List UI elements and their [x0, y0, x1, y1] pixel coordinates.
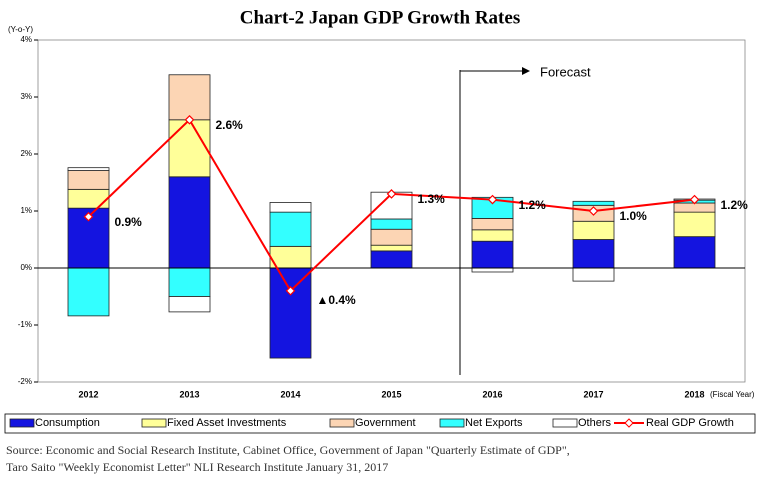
bar-segment: [370, 218, 413, 230]
legend-swatch: [552, 418, 578, 428]
bar-segment: [471, 218, 514, 231]
y-tick-label: 2%: [20, 149, 32, 158]
y-tick-label: 0%: [20, 263, 32, 272]
legend-label: Real GDP Growth: [646, 417, 734, 429]
legend-label: Consumption: [35, 417, 100, 429]
y-axis-label: (Y-o-Y): [8, 25, 33, 34]
x-tick-label: 2014: [280, 389, 300, 399]
bar-segment: [370, 228, 413, 246]
legend-swatch: [141, 418, 167, 428]
x-tick-label: 2012: [78, 389, 98, 399]
bar-segment: [67, 170, 110, 190]
bar-segment: [269, 211, 312, 247]
bar-segment: [168, 74, 211, 121]
gdp-point: [83, 211, 94, 222]
source-line: Taro Saito "Weekly Economist Letter" NLI…: [6, 460, 388, 474]
data-label: 1.2%: [519, 198, 547, 212]
gdp-point: [386, 189, 397, 199]
legend-label: Fixed Asset Investments: [167, 417, 287, 429]
forecast-label: Forecast: [540, 64, 591, 79]
bar-segment: [572, 239, 615, 269]
bar-segment: [673, 236, 716, 269]
data-label: 2.6%: [216, 118, 244, 132]
legend-box: [4, 413, 756, 434]
gdp-point: [588, 206, 599, 216]
bar-segment: [673, 211, 716, 238]
legend-label: Net Exports: [465, 417, 523, 429]
bar-segment: [572, 267, 615, 282]
gdp-point: [184, 114, 195, 125]
y-tick-label: 4%: [20, 35, 32, 44]
y-tick-label: -1%: [18, 320, 32, 329]
bar-segment: [572, 200, 615, 206]
forecast-arrowhead: [522, 67, 530, 75]
x-axis-label: (Fiscal Year): [710, 390, 755, 399]
legend-marker: [624, 418, 634, 428]
gdp-point: [487, 194, 498, 205]
source-line: Source: Economic and Social Research Ins…: [6, 443, 570, 457]
bar-segment: [471, 229, 514, 242]
bar-segment: [67, 188, 110, 209]
bar-segment: [471, 267, 514, 273]
bar-segment: [67, 267, 110, 317]
gdp-point: [689, 194, 700, 205]
bar-segment: [168, 176, 211, 269]
gdp-point: [285, 285, 296, 296]
x-tick-label: 2017: [583, 389, 603, 399]
y-tick-label: 3%: [20, 92, 32, 101]
x-tick-label: 2018: [684, 389, 704, 399]
data-label: 1.2%: [721, 198, 749, 212]
data-label: 0.9%: [115, 215, 143, 229]
y-tick-label: 1%: [20, 206, 32, 215]
chart-title: Chart-2 Japan GDP Growth Rates: [240, 7, 520, 28]
x-tick-label: 2013: [179, 389, 199, 399]
data-label: 1.0%: [620, 209, 648, 223]
data-label: 1.3%: [418, 192, 446, 206]
bar-segment: [370, 244, 413, 252]
legend-swatch: [9, 418, 35, 428]
bar-segment: [471, 240, 514, 269]
bar-segment: [269, 202, 312, 213]
legend-label: Government: [355, 417, 416, 429]
bar-segment: [168, 119, 211, 178]
y-tick-label: -2%: [18, 377, 32, 386]
bar-segment: [370, 250, 413, 269]
data-label: ▲0.4%: [317, 293, 357, 307]
bar-segment: [168, 296, 211, 313]
x-tick-label: 2015: [381, 389, 401, 399]
bar-segment: [572, 220, 615, 240]
x-tick-label: 2016: [482, 389, 502, 399]
legend-label: Others: [578, 417, 612, 429]
bar-segment: [168, 267, 211, 297]
bar-segment: [269, 267, 312, 359]
bar-segment: [67, 167, 110, 171]
legend-swatch: [329, 418, 355, 428]
legend-swatch: [439, 418, 465, 428]
